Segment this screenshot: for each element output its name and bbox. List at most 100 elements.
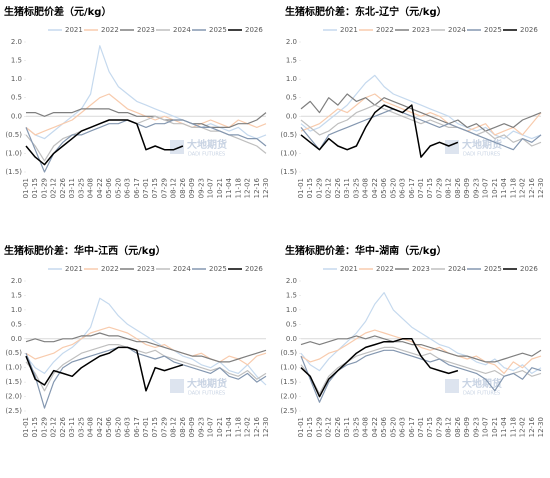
- chart-title: 生猪标肥价差：东北-辽宁（元/kg）: [285, 5, 447, 18]
- watermark-logo: [170, 379, 184, 393]
- x-tick-label: 06-17: [408, 417, 416, 437]
- y-tick-label: (2.5): [280, 407, 297, 415]
- x-tick-label: 11-04: [225, 177, 233, 198]
- y-tick-label: (1.0): [280, 364, 297, 372]
- series-line: [26, 108, 267, 128]
- y-tick-label: 1.0: [286, 306, 297, 314]
- watermark: 大地期货: [187, 138, 227, 151]
- y-tick-label: (2.0): [280, 393, 297, 401]
- y-tick-label: (1.5): [280, 168, 297, 176]
- legend-label: 2025: [484, 26, 502, 34]
- x-tick-label: 09-23: [472, 417, 480, 437]
- x-tick-label: 05-06: [380, 177, 388, 198]
- x-tick-label: 12-16: [528, 416, 536, 437]
- x-tick-label: 01-01: [297, 178, 305, 198]
- x-tick-label: 02-12: [50, 417, 58, 437]
- series-line: [25, 119, 267, 173]
- series-line: [25, 332, 267, 363]
- x-tick-label: 07-15: [151, 417, 159, 437]
- x-tick-label: 07-29: [435, 178, 443, 198]
- x-tick-label: 09-23: [197, 417, 205, 437]
- y-tick-label: 1.0: [11, 75, 22, 83]
- series-line: [300, 74, 542, 140]
- x-tick-label: 10-07: [482, 178, 490, 198]
- y-tick-label: 0.0: [286, 335, 297, 343]
- x-tick-label: 04-22: [96, 417, 104, 437]
- chart-panel: 生猪标肥价差：东北-辽宁（元/kg） 2021 2022 2023 2024 2025 20…: [280, 5, 545, 198]
- x-tick-label: 01-15: [306, 178, 314, 198]
- x-tick-label: 10-21: [491, 178, 499, 198]
- legend-label: 2026: [245, 265, 263, 273]
- legend-label: 2024: [448, 26, 466, 34]
- x-tick-label: 10-07: [482, 417, 490, 437]
- x-tick-label: 01-29: [40, 178, 48, 198]
- x-tick-label: 02-26: [334, 177, 342, 198]
- x-tick-label: 10-21: [216, 178, 224, 198]
- y-tick-label: 0.0: [11, 112, 22, 120]
- x-tick-label: 03-11: [343, 178, 351, 198]
- y-tick-label: (1.0): [5, 149, 22, 157]
- y-tick-label: 2.0: [11, 38, 22, 46]
- x-tick-label: 08-12: [170, 178, 178, 198]
- x-tick-label: 06-17: [133, 417, 141, 437]
- x-tick-label: 07-15: [426, 178, 434, 198]
- legend-label: 2023: [137, 26, 155, 34]
- x-tick-label: 07-29: [435, 417, 443, 437]
- x-tick-label: 07-01: [417, 417, 425, 437]
- x-tick-label: 12-30: [262, 178, 270, 198]
- x-tick-label: 03-25: [352, 417, 360, 437]
- series-line: [300, 104, 542, 147]
- x-tick-label: 07-15: [426, 417, 434, 437]
- y-tick-label: 1.5: [286, 57, 297, 65]
- x-tick-label: 04-08: [362, 417, 370, 437]
- series-line: [25, 93, 267, 136]
- x-tick-label: 12-02: [519, 417, 527, 437]
- x-tick-label: 07-29: [160, 178, 168, 198]
- x-tick-label: 06-03: [124, 417, 132, 437]
- x-tick-label: 05-06: [380, 416, 388, 437]
- y-tick-label: 0.0: [11, 335, 22, 343]
- x-tick-label: 03-11: [68, 178, 76, 198]
- y-tick-label: (0.5): [280, 131, 297, 139]
- x-tick-label: 02-26: [334, 416, 342, 437]
- x-tick-label: 01-15: [306, 417, 314, 437]
- x-tick-label: 04-22: [371, 178, 379, 198]
- x-tick-label: 10-21: [491, 417, 499, 437]
- x-tick-label: 11-04: [500, 177, 508, 198]
- y-tick-label: 0.5: [11, 320, 22, 328]
- y-tick-label: 2.0: [286, 38, 297, 46]
- y-tick-label: 0.0: [286, 112, 297, 120]
- x-tick-label: 01-29: [315, 178, 323, 198]
- legend-label: 2026: [520, 26, 538, 34]
- x-tick-label: 07-01: [417, 178, 425, 198]
- series-line: [25, 119, 184, 166]
- x-tick-label: 10-07: [207, 417, 215, 437]
- legend-label: 2023: [137, 265, 155, 273]
- x-tick-label: 10-21: [216, 417, 224, 437]
- x-tick-label: 01-15: [31, 178, 39, 198]
- x-tick-label: 02-26: [59, 177, 67, 198]
- x-tick-label: 06-17: [133, 178, 141, 198]
- y-tick-label: (2.0): [5, 393, 22, 401]
- legend-label: 2023: [412, 26, 430, 34]
- y-tick-label: 2.0: [11, 277, 22, 285]
- x-tick-label: 05-20: [114, 178, 122, 198]
- y-tick-label: (0.5): [5, 349, 22, 357]
- watermark-logo: [445, 379, 459, 393]
- legend-label: 2021: [65, 265, 83, 273]
- x-tick-label: 11-18: [234, 178, 242, 198]
- x-tick-label: 06-03: [399, 178, 407, 198]
- x-tick-label: 04-08: [87, 178, 95, 198]
- y-tick-label: (1.5): [5, 378, 22, 386]
- x-tick-label: 01-15: [31, 417, 39, 437]
- x-tick-label: 07-29: [160, 417, 168, 437]
- y-tick-label: 0.5: [286, 94, 297, 102]
- series-line: [300, 338, 459, 398]
- y-tick-label: 1.5: [11, 57, 22, 65]
- series-line: [25, 115, 267, 162]
- x-tick-label: 01-29: [315, 417, 323, 437]
- y-tick-label: 0.5: [11, 94, 22, 102]
- series-line: [300, 292, 542, 374]
- x-tick-label: 11-18: [509, 178, 517, 198]
- x-tick-label: 09-23: [472, 178, 480, 198]
